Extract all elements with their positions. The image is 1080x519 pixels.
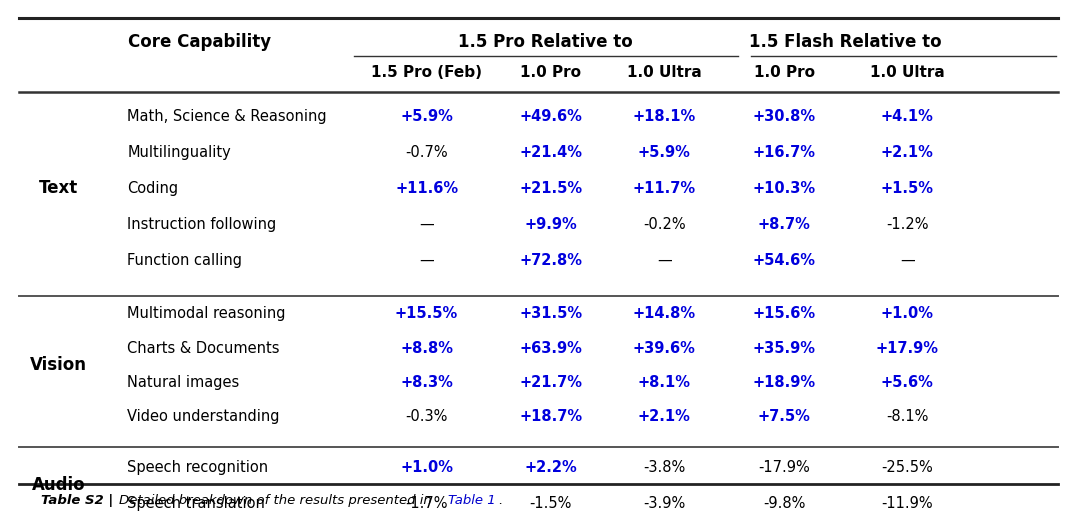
Text: Math, Science & Reasoning: Math, Science & Reasoning (127, 110, 327, 124)
Text: +8.7%: +8.7% (758, 217, 810, 231)
Text: -1.7%: -1.7% (405, 496, 448, 511)
Text: +8.3%: +8.3% (401, 375, 453, 390)
Text: —: — (900, 253, 915, 267)
Text: +35.9%: +35.9% (753, 341, 815, 356)
Text: 1.5 Flash Relative to: 1.5 Flash Relative to (750, 33, 942, 50)
Text: —: — (419, 253, 434, 267)
Text: +11.6%: +11.6% (395, 181, 458, 196)
Text: +11.7%: +11.7% (633, 181, 696, 196)
Text: +5.6%: +5.6% (881, 375, 933, 390)
Text: +2.1%: +2.1% (881, 145, 933, 160)
Text: +14.8%: +14.8% (633, 307, 696, 321)
Text: +5.9%: +5.9% (401, 110, 453, 124)
Text: Video understanding: Video understanding (127, 409, 280, 424)
Text: -0.3%: -0.3% (405, 409, 448, 424)
Text: Vision: Vision (30, 357, 86, 374)
Text: +21.5%: +21.5% (519, 181, 582, 196)
Text: +8.8%: +8.8% (400, 341, 454, 356)
Text: +17.9%: +17.9% (876, 341, 939, 356)
Text: +7.5%: +7.5% (758, 409, 810, 424)
Text: Multilinguality: Multilinguality (127, 145, 231, 160)
Text: -25.5%: -25.5% (881, 460, 933, 474)
Text: Table 1: Table 1 (448, 494, 496, 508)
Text: -11.9%: -11.9% (881, 496, 933, 511)
Text: Instruction following: Instruction following (127, 217, 276, 231)
Text: +1.0%: +1.0% (400, 460, 454, 474)
Text: -9.8%: -9.8% (762, 496, 806, 511)
Text: 1.5 Pro Relative to: 1.5 Pro Relative to (458, 33, 633, 50)
Text: Function calling: Function calling (127, 253, 242, 267)
Text: +15.5%: +15.5% (395, 307, 458, 321)
Text: +39.6%: +39.6% (633, 341, 696, 356)
Text: 1.0 Pro: 1.0 Pro (754, 65, 814, 80)
Text: -17.9%: -17.9% (758, 460, 810, 474)
Text: +18.9%: +18.9% (753, 375, 815, 390)
Text: +72.8%: +72.8% (519, 253, 582, 267)
Text: Speech translation: Speech translation (127, 496, 266, 511)
Text: Speech recognition: Speech recognition (127, 460, 269, 474)
Text: +63.9%: +63.9% (519, 341, 582, 356)
Text: 1.0 Ultra: 1.0 Ultra (869, 65, 945, 80)
Text: +49.6%: +49.6% (519, 110, 582, 124)
Text: +21.7%: +21.7% (519, 375, 582, 390)
Text: +31.5%: +31.5% (519, 307, 582, 321)
Text: Text: Text (39, 180, 78, 197)
Text: -1.2%: -1.2% (886, 217, 929, 231)
Text: Charts & Documents: Charts & Documents (127, 341, 280, 356)
Text: +1.5%: +1.5% (880, 181, 934, 196)
Text: -3.9%: -3.9% (643, 496, 686, 511)
Text: +18.1%: +18.1% (633, 110, 696, 124)
Text: +8.1%: +8.1% (637, 375, 691, 390)
Text: —: — (419, 217, 434, 231)
Text: Audio: Audio (31, 476, 85, 494)
Text: +10.3%: +10.3% (753, 181, 815, 196)
Text: -0.7%: -0.7% (405, 145, 448, 160)
Text: Detailed breakdown of the results presented in: Detailed breakdown of the results presen… (119, 494, 436, 508)
Text: —: — (657, 253, 672, 267)
Text: Multimodal reasoning: Multimodal reasoning (127, 307, 286, 321)
Text: +2.2%: +2.2% (525, 460, 577, 474)
Text: 1.0 Ultra: 1.0 Ultra (626, 65, 702, 80)
Text: +4.1%: +4.1% (881, 110, 933, 124)
Text: +54.6%: +54.6% (753, 253, 815, 267)
Text: .: . (498, 494, 502, 508)
Text: -1.5%: -1.5% (529, 496, 572, 511)
Text: 1.5 Pro (Feb): 1.5 Pro (Feb) (372, 65, 482, 80)
Text: Core Capability: Core Capability (129, 33, 271, 50)
Text: +21.4%: +21.4% (519, 145, 582, 160)
Text: +1.0%: +1.0% (880, 307, 934, 321)
Text: +2.1%: +2.1% (638, 409, 690, 424)
Text: 1.0 Pro: 1.0 Pro (521, 65, 581, 80)
Text: +15.6%: +15.6% (753, 307, 815, 321)
Text: +18.7%: +18.7% (519, 409, 582, 424)
Text: -8.1%: -8.1% (886, 409, 929, 424)
Text: -3.8%: -3.8% (643, 460, 686, 474)
Text: +9.9%: +9.9% (525, 217, 577, 231)
Text: Coding: Coding (127, 181, 178, 196)
Text: +16.7%: +16.7% (753, 145, 815, 160)
Text: +5.9%: +5.9% (638, 145, 690, 160)
Text: Natural images: Natural images (127, 375, 240, 390)
Text: -0.2%: -0.2% (643, 217, 686, 231)
Text: +30.8%: +30.8% (753, 110, 815, 124)
Text: Table S2 |: Table S2 | (41, 494, 118, 508)
